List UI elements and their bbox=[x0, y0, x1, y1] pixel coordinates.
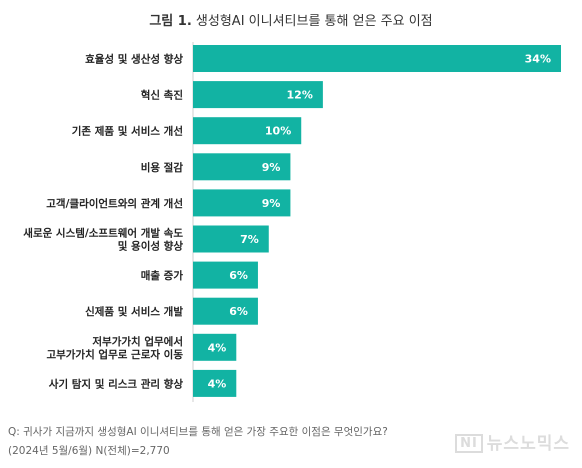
bar-0 bbox=[193, 45, 561, 72]
category-label-2: 기존 제품 및 서비스 개선 bbox=[72, 125, 183, 138]
category-label-7: 신제품 및 서비스 개발 bbox=[85, 305, 183, 318]
watermark: NI 뉴스노믹스 bbox=[455, 429, 570, 454]
category-label-0: 효율성 및 생산성 향상 bbox=[85, 53, 183, 66]
watermark-text: 뉴스노믹스 bbox=[486, 434, 570, 454]
bar-2 bbox=[193, 117, 302, 145]
value-label-1: 12% bbox=[287, 89, 313, 102]
bar-7 bbox=[193, 297, 258, 325]
category-label-3: 비용 절감 bbox=[141, 161, 184, 174]
bar-6 bbox=[193, 261, 258, 289]
category-label-1: 혁신 촉진 bbox=[141, 89, 183, 102]
bar-4 bbox=[193, 189, 291, 217]
bar-1 bbox=[193, 81, 323, 109]
value-label-3: 9% bbox=[262, 161, 281, 174]
value-label-6: 6% bbox=[229, 269, 248, 282]
value-label-9: 4% bbox=[208, 377, 227, 390]
footnote-sample: (2024년 5월/6월) N(전체)=2,770 bbox=[8, 445, 170, 457]
value-label-4: 9% bbox=[262, 197, 281, 210]
footnote-question: Q: 귀사가 지금까지 생성형AI 이니셔티브를 통해 얻은 가장 주요한 이점… bbox=[8, 426, 388, 438]
category-label-5-1: 및 용이성 향상 bbox=[118, 240, 184, 253]
value-label-0: 34% bbox=[525, 53, 551, 66]
category-label-4: 고객/클라이언트와의 관계 개선 bbox=[46, 197, 183, 210]
value-label-2: 10% bbox=[265, 125, 291, 138]
bar-5 bbox=[193, 225, 269, 253]
bar-8 bbox=[193, 333, 237, 361]
category-label-8-0: 저부가가치 업무에서 bbox=[92, 335, 183, 348]
chart-title: 그림 1. 생성형AI 이니셔티브를 통해 얻은 주요 이점 bbox=[0, 10, 582, 29]
category-label-5-0: 새로운 시스템/소프트웨어 개발 속도 bbox=[23, 227, 183, 240]
chart-title-text: 생성형AI 이니셔티브를 통해 얻은 주요 이점 bbox=[195, 14, 433, 29]
watermark-badge: NI bbox=[455, 434, 483, 453]
value-label-7: 6% bbox=[229, 305, 248, 318]
chart-title-prefix: 그림 1. bbox=[149, 14, 192, 29]
category-label-8-1: 고부가가치 업무로 근로자 이동 bbox=[46, 348, 183, 361]
bar-3 bbox=[193, 153, 291, 181]
category-label-9: 사기 탐지 및 리스크 관리 향상 bbox=[49, 377, 184, 390]
category-label-6: 매출 증가 bbox=[141, 269, 184, 282]
bar-9 bbox=[193, 369, 237, 397]
value-label-5: 7% bbox=[240, 233, 259, 246]
value-label-8: 4% bbox=[208, 341, 227, 354]
